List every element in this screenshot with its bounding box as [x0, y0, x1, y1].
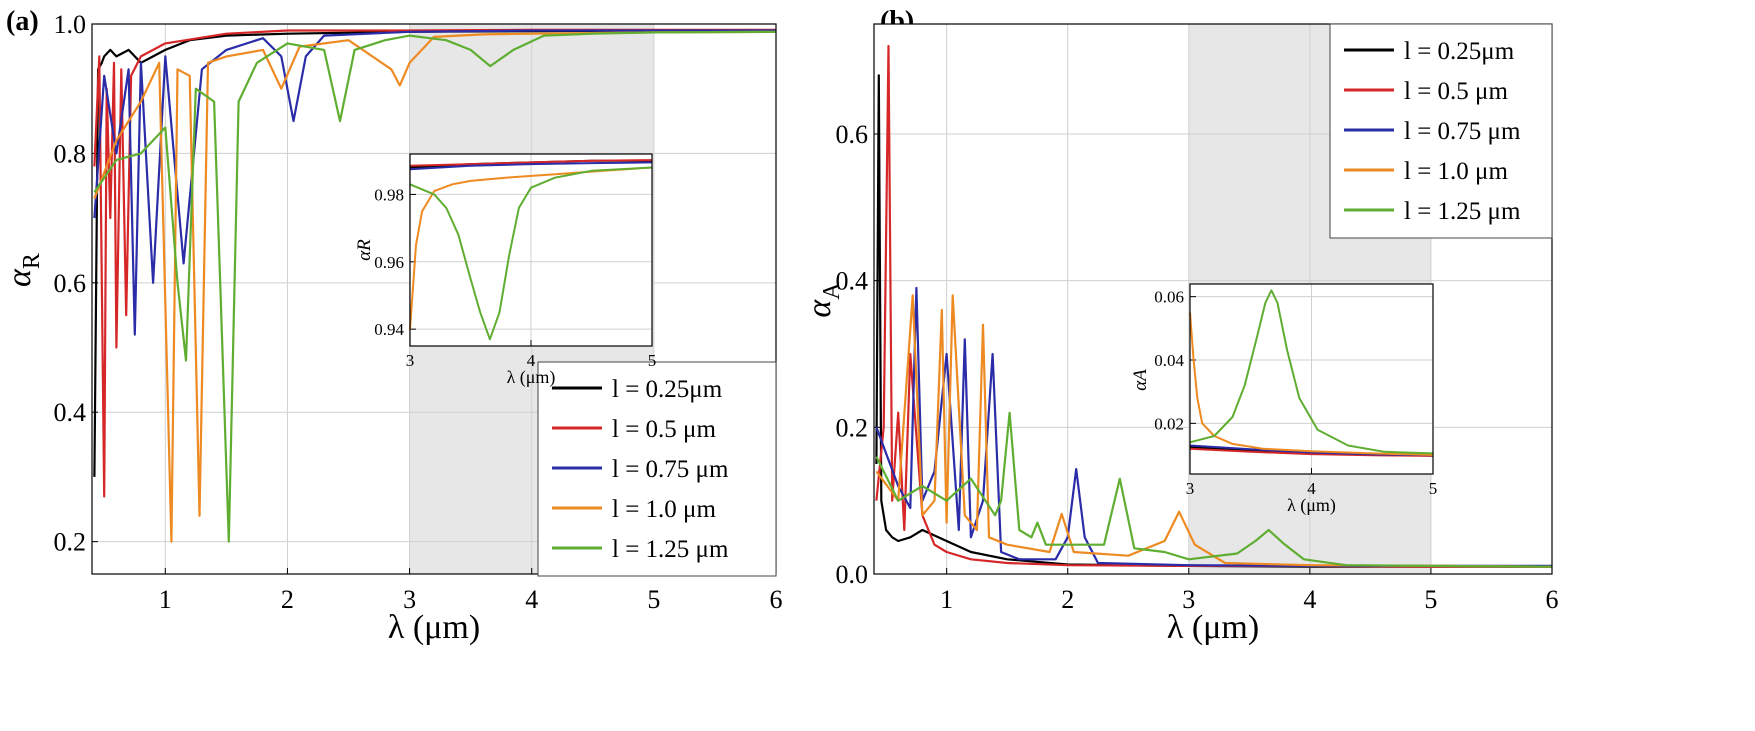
- b-y-tick-label: 0.6: [836, 120, 869, 149]
- a-axes-frame: [91, 23, 777, 575]
- b-inset-axes-frame: [1189, 283, 1434, 475]
- a-series-line-l-1-0: [93, 30, 777, 543]
- a-y-axis-label-sub: R: [19, 253, 45, 269]
- b-series-line-l-1-0: [875, 294, 1553, 568]
- a-inset-series-line-l-0-5: [409, 159, 653, 167]
- a-inset-y-tick-label: 0.94: [374, 320, 404, 339]
- a-x-tick-label: 1: [159, 585, 172, 614]
- b-x-axis-label: λ (μm): [1167, 609, 1259, 646]
- b-legend-label-l-0-75: l = 0.75 μm: [1404, 118, 1521, 145]
- b-series-line-l-0-75: [875, 286, 1552, 568]
- a-inset-series-line-l-1-25: [409, 166, 653, 341]
- a-y-tick-label: 0.6: [54, 269, 87, 298]
- b-x-tick-label: 5: [1424, 585, 1437, 614]
- b-y-axis-label-main: α: [801, 299, 838, 318]
- b-inset-x-tick-label: 5: [1429, 479, 1438, 498]
- b-axes-frame: [873, 23, 1553, 575]
- a-y-tick-label: 0.8: [54, 139, 87, 168]
- a-y-tick-label: 1.0: [54, 10, 87, 39]
- a-legend-label-l-1-25: l = 1.25 μm: [612, 536, 729, 563]
- a-x-tick-label: 2: [281, 585, 294, 614]
- b-x-tick-label: 6: [1546, 585, 1559, 614]
- a-inset-axes-frame: [409, 153, 653, 347]
- b-legend-label-l-1-0: l = 1.0 μm: [1404, 158, 1508, 185]
- a-legend-label-l-1-0: l = 1.0 μm: [612, 496, 716, 523]
- b-x-tick-label: 3: [1182, 585, 1195, 614]
- a-inset-x-axis-label: λ (μm): [507, 367, 556, 388]
- a-y-tick-label: 0.2: [54, 528, 87, 557]
- b-x-tick-label: 1: [940, 585, 953, 614]
- b-y-axis-label-sub: A: [819, 282, 845, 300]
- a-x-tick-label: 6: [770, 585, 783, 614]
- b-inset-y-tick-label: 0.04: [1154, 351, 1184, 370]
- a-inset-series-line-l-0-75: [409, 161, 653, 171]
- b-inset: 3 4 5 0.02 0.04 0.06 λ (μm) αA: [1130, 283, 1438, 516]
- panel-a-label: (a): [6, 6, 39, 37]
- a-inset-y-axis-label: αR: [354, 239, 375, 261]
- a-x-tick-label: 4: [525, 585, 538, 614]
- b-legend-label-l-1-25: l = 1.25 μm: [1404, 198, 1521, 225]
- a-inset-y-tick-label: 0.96: [374, 253, 404, 272]
- b-y-tick-label: 0.2: [836, 413, 869, 442]
- b-legend-box: [1329, 23, 1553, 239]
- a-inset-x-tick-label: 5: [648, 351, 657, 370]
- b-inset-x-axis-label: λ (μm): [1287, 495, 1336, 516]
- a-inset-x-tick-label: 4: [527, 351, 536, 370]
- a-legend-label-l-0-5: l = 0.5 μm: [612, 416, 716, 443]
- b-y-tick-label: 0.0: [836, 560, 869, 589]
- chart-panel-a: 1 2 3 4 5 60.20.40.60.81.0λ (μm)αRl = 0.25μml…: [1, 10, 783, 646]
- b-inset-series-line-l-1-0: [1189, 312, 1434, 456]
- b-x-tick-label: 4: [1303, 585, 1316, 614]
- b-inset-x-tick-label: 3: [1186, 479, 1195, 498]
- a-y-axis-label: αR: [1, 253, 45, 287]
- b-inset-y-tick-label: 0.02: [1154, 414, 1184, 433]
- b-series-line-l-1-25: [875, 411, 1553, 568]
- a-x-axis-label: λ (μm): [388, 609, 480, 646]
- a-series-line-l-0-5: [93, 28, 776, 498]
- b-inset-y-tick-label: 0.06: [1154, 288, 1184, 307]
- a-legend-label-l-0-25: l = 0.25μm: [612, 376, 723, 403]
- b-x-tick-label: 2: [1061, 585, 1074, 614]
- a-inset: 3 4 5 0.94 0.96 0.98 λ (μm) αR: [354, 153, 657, 388]
- a-y-axis-label-main: α: [1, 268, 38, 287]
- a-x-tick-label: 3: [403, 585, 416, 614]
- b-legend-label-l-0-25: l = 0.25μm: [1404, 38, 1515, 65]
- a-series-line-l-1-25: [93, 30, 777, 543]
- b-inset-x-tick-label: 4: [1307, 479, 1316, 498]
- b-inset-series-line-l-1-25: [1189, 289, 1434, 455]
- b-y-tick-label: 0.4: [836, 267, 869, 296]
- b-legend-label-l-0-5: l = 0.5 μm: [1404, 78, 1508, 105]
- a-x-tick-label: 5: [647, 585, 660, 614]
- a-legend-label-l-0-75: l = 0.75 μm: [612, 456, 729, 483]
- a-inset-x-tick-label: 3: [406, 351, 415, 370]
- b-inset-y-axis-label: αA: [1130, 369, 1151, 391]
- a-inset-y-tick-label: 0.98: [374, 185, 404, 204]
- b-y-axis-label: αA: [801, 282, 845, 318]
- a-y-tick-label: 0.4: [54, 398, 87, 427]
